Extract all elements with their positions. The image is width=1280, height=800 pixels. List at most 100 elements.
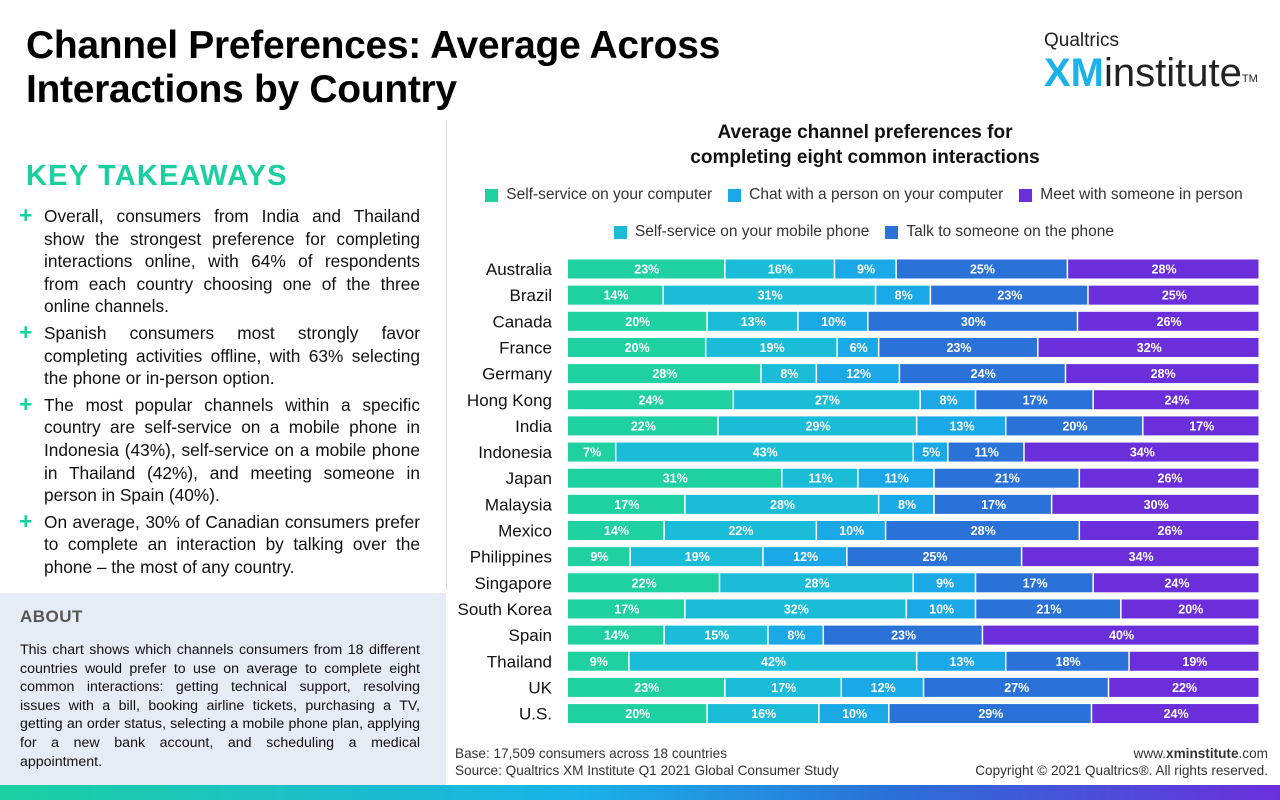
bar-value-label: 21%	[995, 472, 1020, 486]
category-label: South Korea	[457, 600, 552, 619]
bar-value-label: 42%	[761, 655, 786, 669]
takeaway-text: On average, 30% of Canadian consumers pr…	[44, 511, 420, 577]
category-label: Malaysia	[485, 495, 553, 514]
bar-value-label: 30%	[1144, 498, 1169, 512]
bar-segment	[948, 442, 1024, 462]
about-title: ABOUT	[20, 607, 83, 626]
bar-value-label: 19%	[685, 550, 710, 564]
bar-segment	[725, 259, 834, 279]
bar-segment	[1068, 259, 1259, 279]
legend-item: Chat with a person on your computer	[728, 186, 1003, 204]
legend-swatch	[885, 225, 899, 239]
bar-segment	[1052, 494, 1259, 514]
bar-value-label: 22%	[631, 419, 656, 433]
footer-right: www.xminstitute.com Copyright © 2021 Qua…	[975, 746, 1268, 779]
chart-legend-row2: Self-service on your mobile phone Talk to…	[448, 223, 1280, 241]
bar-segment	[568, 468, 782, 488]
category-label: Brazil	[509, 286, 552, 305]
legend-swatch	[1019, 188, 1033, 202]
bar-value-label: 17%	[771, 681, 796, 695]
plus-icon: +	[19, 390, 33, 417]
bar-segment	[824, 625, 982, 645]
bar-value-label: 11%	[808, 472, 832, 486]
bar-value-label: 25%	[970, 263, 995, 277]
bar-value-label: 7%	[583, 446, 601, 460]
bar-segment	[1080, 521, 1259, 540]
category-label: Canada	[492, 312, 552, 331]
bar-value-label: 29%	[806, 419, 831, 433]
bar-value-label: 12%	[846, 367, 871, 381]
bar-segment	[1022, 547, 1259, 567]
bar-segment	[663, 285, 875, 305]
bar-segment	[720, 573, 913, 593]
bar-value-label: 18%	[1056, 655, 1081, 669]
category-label: Singapore	[474, 574, 552, 593]
logo-word: institute	[1104, 51, 1242, 95]
legend-item: Self-service on your computer	[485, 186, 712, 204]
bar-segment	[616, 442, 913, 462]
bar-value-label: 27%	[815, 393, 840, 407]
category-label: Spain	[509, 626, 552, 645]
bar-segment	[707, 704, 819, 724]
bar-value-label: 22%	[1172, 681, 1197, 695]
logo-wordmark: XMinstituteTM	[1044, 52, 1264, 94]
bar-segment	[842, 677, 923, 697]
bar-segment	[868, 311, 1077, 331]
bar-segment	[718, 416, 916, 436]
bar-value-label: 10%	[929, 602, 954, 616]
bar-value-label: 28%	[971, 524, 996, 538]
bar-segment	[725, 677, 841, 697]
bar-value-label: 31%	[758, 289, 783, 303]
bar-value-label: 15%	[704, 629, 729, 643]
bar-segment	[858, 468, 934, 488]
website-bold: xminstitute	[1166, 746, 1239, 761]
bar-value-label: 23%	[997, 289, 1022, 303]
category-label: UK	[528, 678, 552, 697]
bar-segment	[1088, 285, 1259, 305]
category-label: Philippines	[470, 548, 552, 567]
bar-segment	[1066, 364, 1259, 384]
stacked-bar-chart: Australia 23% 16% 9% 25% 28% Brazil 14% 31% 8% 23%…	[457, 259, 1259, 724]
bar-segment	[763, 547, 847, 567]
chart-title-line1: Average channel preferences for	[717, 122, 1013, 143]
bar-value-label: 13%	[949, 419, 974, 433]
bar-value-label: 30%	[961, 315, 986, 329]
bar-value-label: 23%	[946, 341, 971, 355]
bar-value-label: 19%	[760, 341, 785, 355]
bar-segment	[568, 311, 707, 331]
bar-segment	[568, 651, 629, 671]
bar-segment	[934, 468, 1079, 488]
category-label: Germany	[482, 365, 552, 384]
bar-value-label: 26%	[1158, 524, 1183, 538]
bar-segment	[1121, 599, 1259, 619]
bar-value-label: 24%	[1164, 393, 1189, 407]
chart-legend-row1: Self-service on your computer Chat with a…	[448, 186, 1280, 204]
bar-value-label: 12%	[793, 550, 818, 564]
bar-segment	[568, 390, 733, 410]
bar-value-label: 29%	[978, 707, 1003, 721]
bar-segment	[568, 364, 761, 384]
takeaway-item: + Overall, consumers from India and Thai…	[18, 204, 420, 318]
source-note: Source: Qualtrics XM Institute Q1 2021 G…	[455, 762, 839, 778]
bar-segment	[568, 573, 719, 593]
bar-value-label: 16%	[768, 263, 793, 277]
bar-segment	[879, 337, 1038, 357]
legend-item: Talk to someone on the phone	[885, 223, 1114, 241]
bar-segment	[685, 494, 878, 514]
bar-segment	[630, 547, 763, 567]
base-note: Base: 17,509 consumers across 18 countri…	[455, 746, 728, 761]
bar-value-label: 43%	[753, 446, 778, 460]
website-link[interactable]: www.xminstitute.com	[975, 746, 1268, 763]
legend-item: Self-service on your mobile phone	[613, 223, 869, 241]
legend-item: Meet with someone in person	[1019, 186, 1243, 204]
bar-segment	[568, 547, 630, 567]
bar-value-label: 20%	[625, 707, 650, 721]
bar-value-label: 8%	[898, 498, 916, 512]
bar-value-label: 20%	[1178, 602, 1203, 616]
category-label: France	[499, 338, 552, 357]
legend-swatch	[728, 188, 742, 202]
bar-segment	[798, 311, 868, 331]
bar-segment	[876, 285, 930, 305]
bar-value-label: 22%	[728, 524, 753, 538]
bar-segment	[768, 625, 823, 645]
